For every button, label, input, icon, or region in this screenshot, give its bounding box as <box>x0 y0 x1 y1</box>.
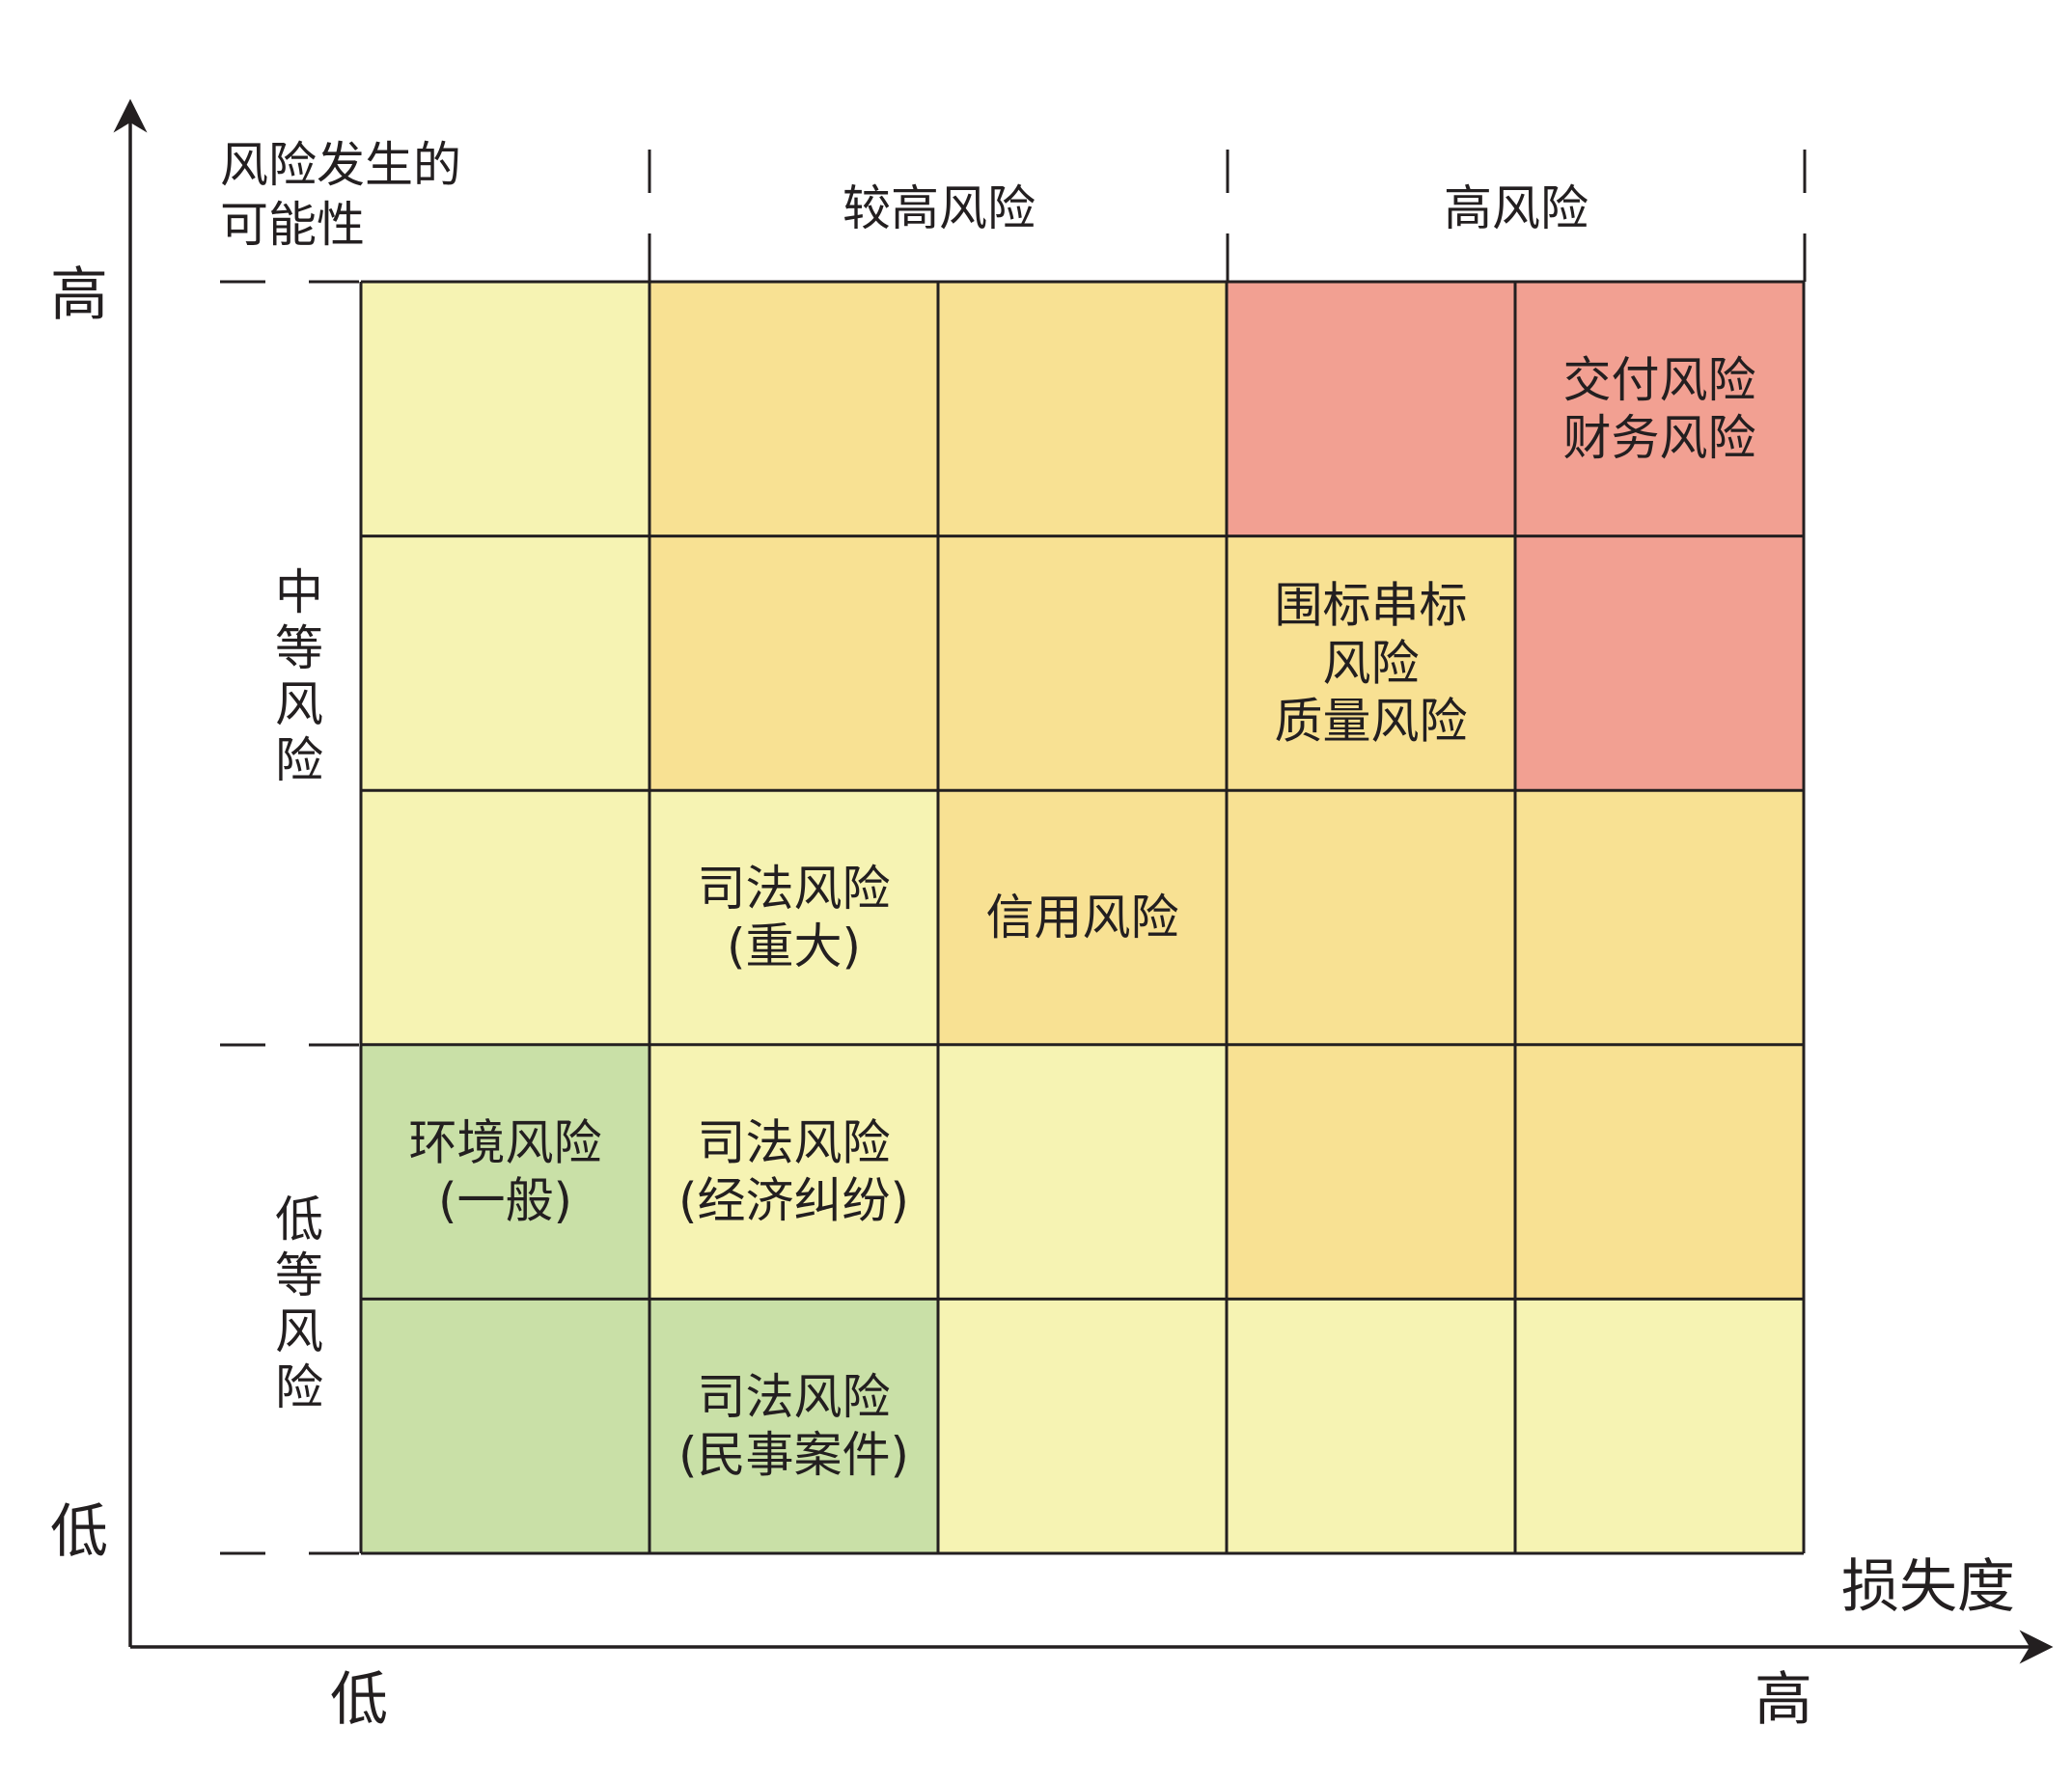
risk-labels: 交付风险财务风险围标串标风险质量风险司法风险(重大)信用风险环境风险(一般)司法… <box>409 352 1756 1483</box>
risk-label-line: (经济纠纷) <box>678 1173 909 1229</box>
matrix-grid-lines <box>359 280 1806 1555</box>
band-label-char: 险 <box>275 732 323 788</box>
matrix-cell-r3-c0 <box>361 1044 649 1300</box>
matrix-cell-r0-c4 <box>1515 282 1804 536</box>
risk-label-line: (重大) <box>727 918 861 974</box>
matrix-cell-r0-c3 <box>1227 282 1515 536</box>
band-label-char: 等 <box>275 1247 323 1303</box>
risk-label-line: 司法风险 <box>698 1115 891 1171</box>
risk-label-line: 财务风险 <box>1563 410 1756 466</box>
band-label-high-risk: 高风险 <box>1444 180 1589 236</box>
risk-label-line: 交付风险 <box>1563 352 1756 408</box>
risk-label-line: 风险 <box>1323 635 1420 691</box>
y-axis-title-line-2: 可能性 <box>220 197 365 253</box>
risk-label-line: (一般) <box>438 1173 572 1229</box>
matrix-cell-r4-c0 <box>361 1299 649 1553</box>
matrix-cell-r4-c4 <box>1515 1299 1804 1553</box>
y-axis-low-label: 低 <box>50 1498 108 1566</box>
matrix-cell-r2-c3 <box>1227 790 1515 1045</box>
risk-label-line: 司法风险 <box>698 1369 891 1425</box>
matrix-cell-r2-c1 <box>649 790 938 1045</box>
x-axis-low-label: 低 <box>330 1666 388 1734</box>
band-label-char: 风 <box>275 1303 323 1359</box>
matrix-cell-r1-c3 <box>1227 535 1515 791</box>
band-label-char: 险 <box>275 1359 323 1415</box>
x-axis-high-label: 高 <box>1754 1666 1812 1734</box>
top-band-separators <box>648 150 1807 282</box>
band-label-char: 等 <box>275 620 323 676</box>
matrix-cell-r4-c1 <box>649 1299 938 1553</box>
band-label-char: 风 <box>275 676 323 732</box>
matrix-cell-r2-c4 <box>1515 790 1804 1045</box>
matrix-cell-r1-c2 <box>938 535 1227 791</box>
risk-label-line: (民事案件) <box>678 1427 909 1483</box>
x-axis-title: 损失度 <box>1841 1553 2015 1621</box>
y-axis-high-label: 高 <box>50 261 108 329</box>
matrix-cell-r1-c0 <box>361 535 649 791</box>
risk-label-line: 信用风险 <box>986 890 1179 946</box>
matrix-cell-r1-c1 <box>649 535 938 791</box>
band-label-char: 低 <box>275 1192 323 1247</box>
matrix-cell-r2-c2 <box>938 790 1227 1045</box>
matrix-cell-r2-c0 <box>361 790 649 1045</box>
matrix-cell-r0-c0 <box>361 282 649 536</box>
band-label-higher-risk: 较高风险 <box>843 180 1036 236</box>
left-band-separators <box>220 280 359 1555</box>
y-axis-title-line-1: 风险发生的 <box>220 137 461 193</box>
risk-label-line: 质量风险 <box>1275 693 1468 749</box>
matrix-cell-r0-c1 <box>649 282 938 536</box>
risk-label-line: 围标串标 <box>1275 577 1468 633</box>
matrix-cell-r3-c4 <box>1515 1044 1804 1300</box>
matrix-cell-r1-c4 <box>1515 535 1804 791</box>
matrix-cell-r0-c2 <box>938 282 1227 536</box>
risk-label-line: 司法风险 <box>698 861 891 917</box>
matrix-cell-r4-c3 <box>1227 1299 1515 1553</box>
matrix-cells <box>361 282 1804 1553</box>
matrix-cell-r3-c2 <box>938 1044 1227 1300</box>
risk-label-line: 环境风险 <box>409 1115 602 1171</box>
matrix-cell-r4-c2 <box>938 1299 1227 1553</box>
band-label-char: 中 <box>275 564 323 620</box>
matrix-cell-r3-c1 <box>649 1044 938 1300</box>
matrix-cell-r3-c3 <box>1227 1044 1515 1300</box>
